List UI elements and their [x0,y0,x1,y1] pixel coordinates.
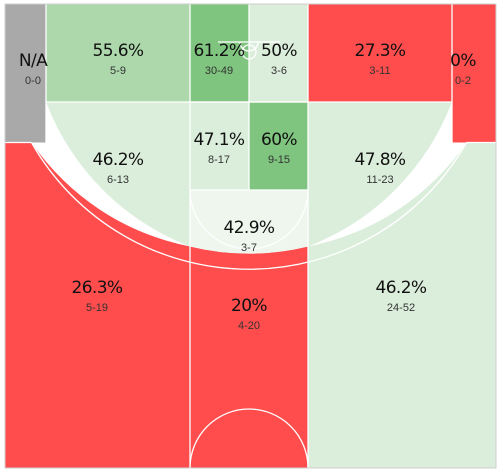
zone-right-wing-midrange [308,102,452,247]
lane-lines [189,4,309,468]
zone-paint-lower-left [190,102,249,190]
zone-paint-upper-right [249,4,308,102]
zone-fraction-left-baseline-midrange: 5-9 [110,65,126,77]
zone-pct-left-wing-midrange: 46.2% [92,150,143,170]
zone-fraction-right-corner-three: 0-2 [455,75,471,87]
zone-fraction-left-wing-three: 5-19 [86,302,108,314]
zone-fraction-paint-upper-left: 30-49 [205,65,233,77]
zone-fraction-left-corner-three: 0-0 [25,75,41,87]
zone-pct-top-key-midrange: 42.9% [223,218,274,238]
zone-pct-paint-lower-right: 60% [261,130,297,150]
zone-pct-left-corner-three: N/A [19,51,48,71]
court-border [4,3,497,469]
zone-top-key-midrange [190,190,308,254]
zone-paint-lower-right [249,102,308,190]
zone-pct-right-corner-three: 0% [450,51,476,71]
zone-pct-paint-upper-right: 50% [261,41,297,61]
three-point-arc [30,142,468,270]
zone-pct-paint-upper-left: 61.2% [193,41,244,61]
zone-right-baseline-midrange [308,4,452,102]
zone-fraction-right-baseline-midrange: 3-11 [369,65,390,77]
zone-top-key-three [190,246,308,468]
zone-pct-right-wing-three: 46.2% [375,278,426,298]
zone-pct-right-wing-midrange: 47.8% [354,150,405,170]
zone-fraction-right-wing-midrange: 11-23 [366,174,393,186]
restricted-area [239,41,259,52]
zone-fraction-right-wing-three: 24-52 [387,302,415,314]
hoop-icon [241,44,257,60]
zone-left-corner-three [5,4,46,143]
zone-fraction-left-wing-midrange: 6-13 [107,174,129,186]
zone-pct-left-wing-three: 26.3% [71,278,122,298]
zone-right-corner-three [452,4,496,143]
zone-fraction-top-key-three: 4-20 [238,320,260,332]
free-throw-arc [189,189,309,250]
zone-right-wing-three [308,142,496,468]
zone-pct-top-key-three: 20% [231,296,267,316]
zone-left-baseline-midrange [46,4,190,102]
zone-paint-upper-left [190,4,249,102]
zone-fraction-paint-lower-right: 9-15 [268,154,290,166]
midrange-lines [45,4,453,143]
zone-pct-right-baseline-midrange: 27.3% [354,41,405,61]
zone-left-wing-midrange [46,102,190,247]
zone-pct-left-baseline-midrange: 55.6% [92,41,143,61]
zone-left-wing-three [5,142,190,468]
zone-fraction-paint-lower-left: 8-17 [208,154,230,166]
zone-fraction-top-key-midrange: 3-7 [241,242,257,254]
zone-pct-paint-lower-left: 47.1% [193,130,244,150]
half-court-circle [189,408,309,469]
zone-fraction-paint-upper-right: 3-6 [271,65,287,77]
